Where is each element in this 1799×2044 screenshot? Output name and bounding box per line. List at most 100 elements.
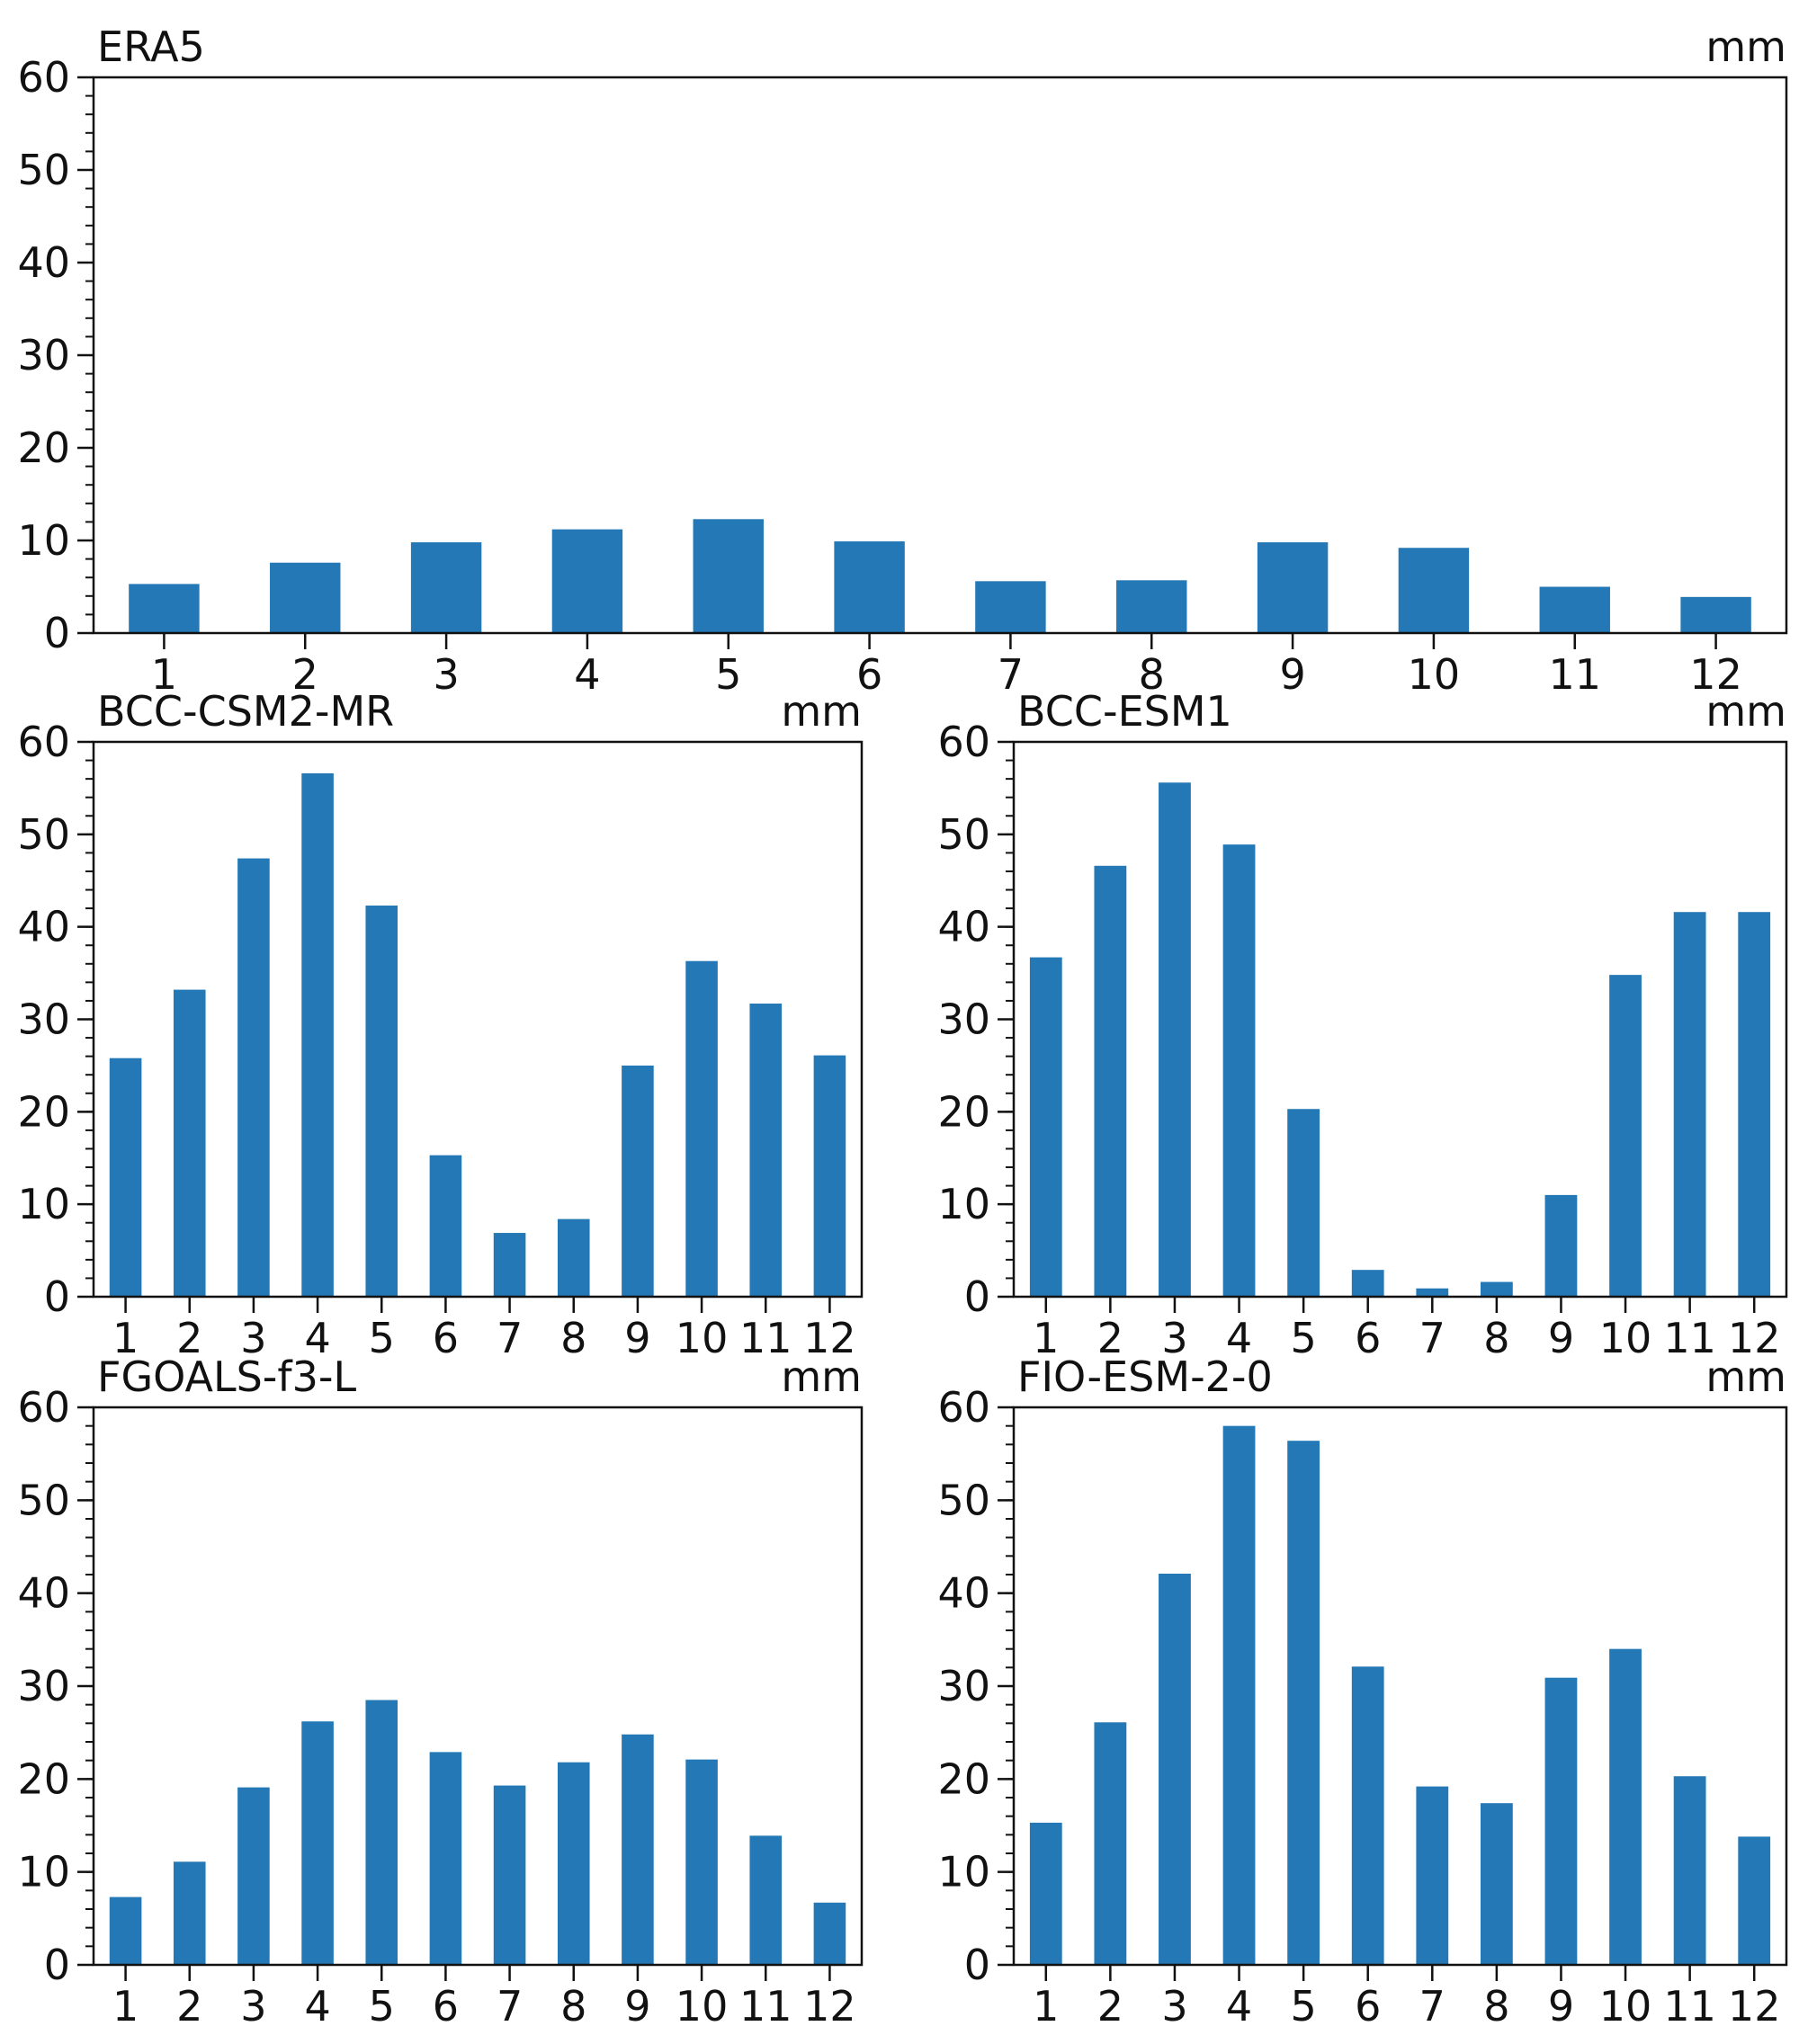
x-tick-label-era5: 5 bbox=[715, 650, 741, 699]
x-tick-label-bcc-csm2-mr: 1 bbox=[112, 1314, 139, 1362]
x-tick-label-fio-esm-2-0: 3 bbox=[1161, 1982, 1187, 2031]
x-tick-label-fio-esm-2-0: 5 bbox=[1290, 1982, 1316, 2031]
x-tick-label-fio-esm-2-0: 11 bbox=[1663, 1982, 1716, 2031]
bar-era5-8 bbox=[1116, 580, 1187, 633]
y-tick-label-bcc-esm1: 50 bbox=[937, 810, 990, 859]
bar-fgoals-f3-l-10 bbox=[685, 1759, 718, 1965]
bar-fio-esm-2-0-1 bbox=[1029, 1822, 1062, 1965]
panel-unit-era5: mm bbox=[1705, 22, 1786, 71]
bar-era5-5 bbox=[693, 519, 764, 633]
x-tick-label-bcc-esm1: 1 bbox=[1033, 1314, 1059, 1362]
panel-title-fgoals-f3-l: FGOALS-f3-L bbox=[97, 1352, 356, 1401]
axes-frame-bcc-csm2-mr bbox=[92, 740, 864, 1299]
panel-title-era5: ERA5 bbox=[97, 22, 205, 71]
bar-fgoals-f3-l-12 bbox=[813, 1902, 846, 1965]
bar-bcc-esm1-7 bbox=[1416, 1288, 1449, 1297]
bar-era5-4 bbox=[551, 529, 623, 633]
bar-bcc-esm1-8 bbox=[1480, 1281, 1513, 1297]
bar-bcc-esm1-1 bbox=[1029, 957, 1062, 1297]
y-tick-label-era5: 50 bbox=[17, 146, 70, 194]
x-tick-label-era5: 2 bbox=[292, 650, 318, 699]
bar-fgoals-f3-l-7 bbox=[493, 1785, 526, 1965]
y-tick-label-fgoals-f3-l: 30 bbox=[17, 1662, 70, 1710]
x-tick-label-bcc-esm1: 8 bbox=[1483, 1314, 1509, 1362]
bar-era5-11 bbox=[1539, 586, 1610, 633]
x-tick-label-bcc-csm2-mr: 6 bbox=[433, 1314, 459, 1362]
bar-era5-6 bbox=[834, 541, 905, 633]
x-tick-label-fgoals-f3-l: 2 bbox=[176, 1982, 202, 2031]
x-tick-label-era5: 1 bbox=[151, 650, 177, 699]
x-tick-label-fio-esm-2-0: 7 bbox=[1419, 1982, 1445, 2031]
x-tick-label-fgoals-f3-l: 3 bbox=[240, 1982, 266, 2031]
x-tick-label-bcc-csm2-mr: 5 bbox=[369, 1314, 395, 1362]
axes-frame-fio-esm-2-0 bbox=[1012, 1406, 1788, 1967]
x-tick-label-bcc-csm2-mr: 8 bbox=[560, 1314, 586, 1362]
x-tick-label-fio-esm-2-0: 8 bbox=[1483, 1982, 1509, 2031]
bar-fio-esm-2-0-5 bbox=[1287, 1441, 1320, 1965]
bar-era5-3 bbox=[410, 542, 482, 633]
x-tick-label-era5: 7 bbox=[998, 650, 1024, 699]
bar-fio-esm-2-0-7 bbox=[1416, 1786, 1449, 1965]
bar-era5-2 bbox=[270, 562, 341, 633]
y-tick-label-bcc-esm1: 0 bbox=[964, 1272, 990, 1321]
x-tick-label-bcc-csm2-mr: 12 bbox=[803, 1314, 856, 1362]
y-tick-label-fgoals-f3-l: 10 bbox=[17, 1848, 70, 1897]
y-tick-label-fio-esm-2-0: 20 bbox=[937, 1754, 990, 1803]
x-tick-label-bcc-esm1: 2 bbox=[1097, 1314, 1123, 1362]
bar-fgoals-f3-l-4 bbox=[301, 1721, 334, 1965]
bar-bcc-csm2-mr-1 bbox=[109, 1058, 142, 1297]
x-tick-label-fio-esm-2-0: 6 bbox=[1355, 1982, 1381, 2031]
x-tick-label-bcc-esm1: 6 bbox=[1355, 1314, 1381, 1362]
bar-fgoals-f3-l-1 bbox=[109, 1897, 142, 1965]
y-tick-label-fgoals-f3-l: 20 bbox=[17, 1754, 70, 1803]
y-tick-label-fgoals-f3-l: 60 bbox=[17, 1383, 70, 1432]
bar-era5-10 bbox=[1398, 548, 1470, 633]
bar-bcc-esm1-2 bbox=[1094, 865, 1127, 1297]
bar-fio-esm-2-0-8 bbox=[1480, 1803, 1513, 1965]
x-tick-label-fgoals-f3-l: 8 bbox=[560, 1982, 586, 2031]
bar-bcc-csm2-mr-10 bbox=[685, 960, 718, 1297]
x-tick-label-bcc-esm1: 11 bbox=[1663, 1314, 1716, 1362]
bar-fio-esm-2-0-2 bbox=[1094, 1722, 1127, 1965]
bar-bcc-csm2-mr-11 bbox=[749, 1004, 783, 1297]
x-tick-label-fgoals-f3-l: 9 bbox=[624, 1982, 650, 2031]
bar-bcc-esm1-12 bbox=[1738, 912, 1771, 1297]
panel-unit-fio-esm-2-0: mm bbox=[1705, 1352, 1786, 1401]
bar-fio-esm-2-0-9 bbox=[1544, 1677, 1578, 1965]
y-tick-label-fgoals-f3-l: 50 bbox=[17, 1476, 70, 1524]
x-tick-label-bcc-csm2-mr: 2 bbox=[176, 1314, 202, 1362]
bar-bcc-esm1-5 bbox=[1287, 1109, 1320, 1297]
x-tick-label-bcc-esm1: 10 bbox=[1599, 1314, 1652, 1362]
x-tick-label-era5: 9 bbox=[1279, 650, 1305, 699]
x-tick-label-fgoals-f3-l: 10 bbox=[676, 1982, 729, 2031]
y-tick-label-fio-esm-2-0: 10 bbox=[937, 1848, 990, 1897]
x-tick-label-fgoals-f3-l: 4 bbox=[304, 1982, 330, 2031]
bar-bcc-csm2-mr-2 bbox=[173, 989, 206, 1297]
bar-bcc-csm2-mr-12 bbox=[813, 1055, 846, 1297]
x-tick-label-bcc-csm2-mr: 10 bbox=[676, 1314, 729, 1362]
bar-bcc-csm2-mr-4 bbox=[301, 772, 334, 1297]
x-tick-label-era5: 6 bbox=[856, 650, 882, 699]
panel-title-bcc-esm1: BCC-ESM1 bbox=[1017, 687, 1232, 736]
bar-era5-9 bbox=[1257, 542, 1329, 633]
bar-fio-esm-2-0-12 bbox=[1738, 1836, 1771, 1965]
bar-fio-esm-2-0-4 bbox=[1222, 1425, 1256, 1965]
y-tick-label-fio-esm-2-0: 0 bbox=[964, 1941, 990, 1989]
y-tick-label-bcc-csm2-mr: 60 bbox=[17, 718, 70, 766]
x-tick-label-fio-esm-2-0: 1 bbox=[1033, 1982, 1059, 2031]
axes-frame-era5 bbox=[92, 76, 1788, 635]
bar-bcc-esm1-10 bbox=[1609, 975, 1642, 1297]
y-tick-label-bcc-esm1: 40 bbox=[937, 903, 990, 951]
x-tick-label-bcc-csm2-mr: 3 bbox=[240, 1314, 266, 1362]
y-tick-label-bcc-csm2-mr: 20 bbox=[17, 1087, 70, 1136]
x-tick-label-bcc-esm1: 3 bbox=[1161, 1314, 1187, 1362]
y-tick-label-era5: 30 bbox=[17, 331, 70, 379]
x-tick-label-fgoals-f3-l: 11 bbox=[739, 1982, 792, 2031]
x-tick-label-era5: 10 bbox=[1408, 650, 1461, 699]
x-tick-label-era5: 12 bbox=[1689, 650, 1742, 699]
